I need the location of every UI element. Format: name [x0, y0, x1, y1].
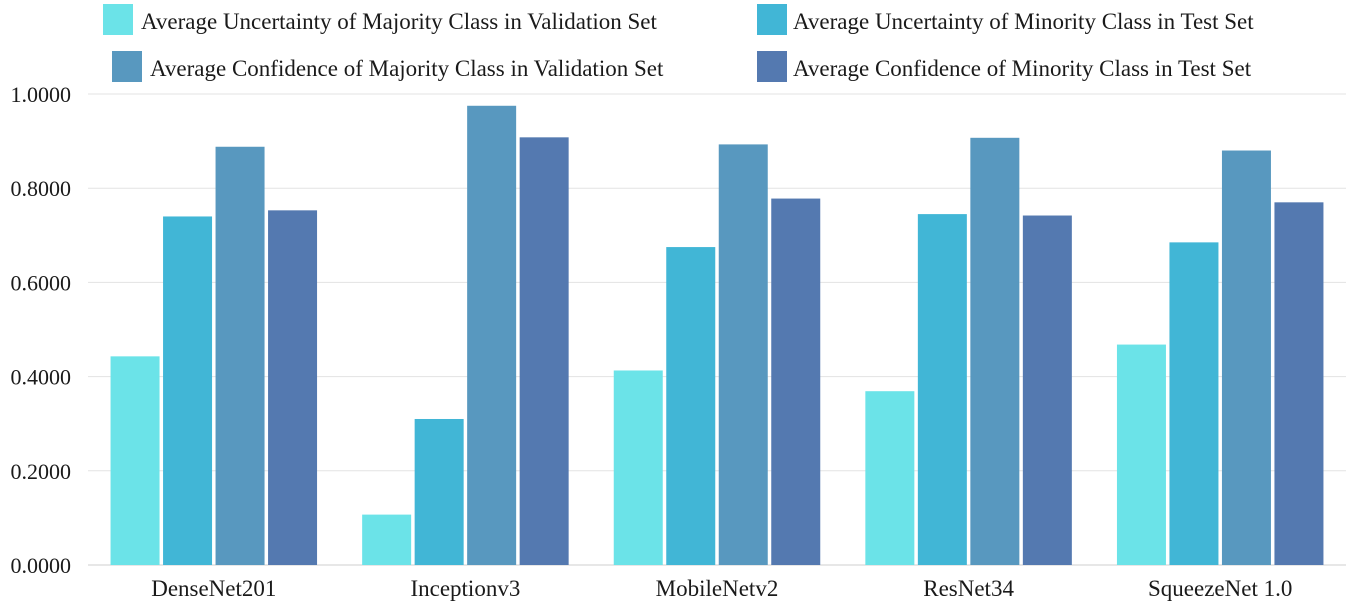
bar: [362, 514, 412, 565]
x-tick-label: Inceptionv3: [410, 576, 520, 601]
bar: [163, 216, 213, 565]
bar: [666, 247, 716, 565]
y-tick-label: 0.2000: [11, 459, 72, 484]
y-tick-label: 0.4000: [11, 365, 72, 390]
bar: [414, 418, 464, 565]
bar: [1274, 202, 1324, 565]
legend: Average Uncertainty of Majority Class in…: [103, 4, 1254, 82]
bar: [865, 391, 915, 565]
legend-label: Average Uncertainty of Majority Class in…: [141, 9, 658, 34]
bar: [110, 356, 160, 565]
legend-swatch: [757, 51, 787, 82]
bar: [467, 105, 517, 566]
x-tick-label: MobileNetv2: [656, 576, 779, 601]
legend-swatch: [112, 51, 142, 82]
y-tick-label: 0.6000: [11, 270, 72, 295]
legend-swatch: [103, 4, 133, 35]
bar: [1169, 242, 1219, 566]
y-tick-label: 0.0000: [11, 553, 72, 578]
y-axis: 0.0000 0.2000 0.4000 0.6000 0.8000 1.0000: [11, 82, 72, 578]
x-tick-label: ResNet34: [923, 576, 1014, 601]
y-tick-label: 0.8000: [11, 176, 72, 201]
x-axis: DenseNet201 Inceptionv3 MobileNetv2 ResNet3…: [151, 576, 1292, 601]
legend-swatch: [757, 4, 787, 35]
y-tick-label: 1.0000: [11, 82, 72, 107]
legend-label: Average Uncertainty of Minority Class in…: [793, 9, 1254, 34]
bar: [970, 137, 1020, 566]
bars: [110, 105, 1324, 566]
bar: [215, 146, 265, 565]
bar: [268, 210, 318, 565]
legend-label: Average Confidence of Majority Class in …: [150, 56, 664, 81]
bar: [1022, 215, 1072, 565]
x-tick-label: SqueezeNet 1.0: [1148, 576, 1292, 601]
bar: [1116, 344, 1166, 565]
bar: [718, 144, 768, 565]
bar: [613, 370, 663, 565]
x-tick-label: DenseNet201: [151, 576, 276, 601]
bar: [917, 214, 967, 566]
bar: [1221, 150, 1271, 565]
bar: [771, 198, 821, 565]
legend-label: Average Confidence of Minority Class in …: [793, 56, 1252, 81]
bar: [519, 137, 569, 565]
